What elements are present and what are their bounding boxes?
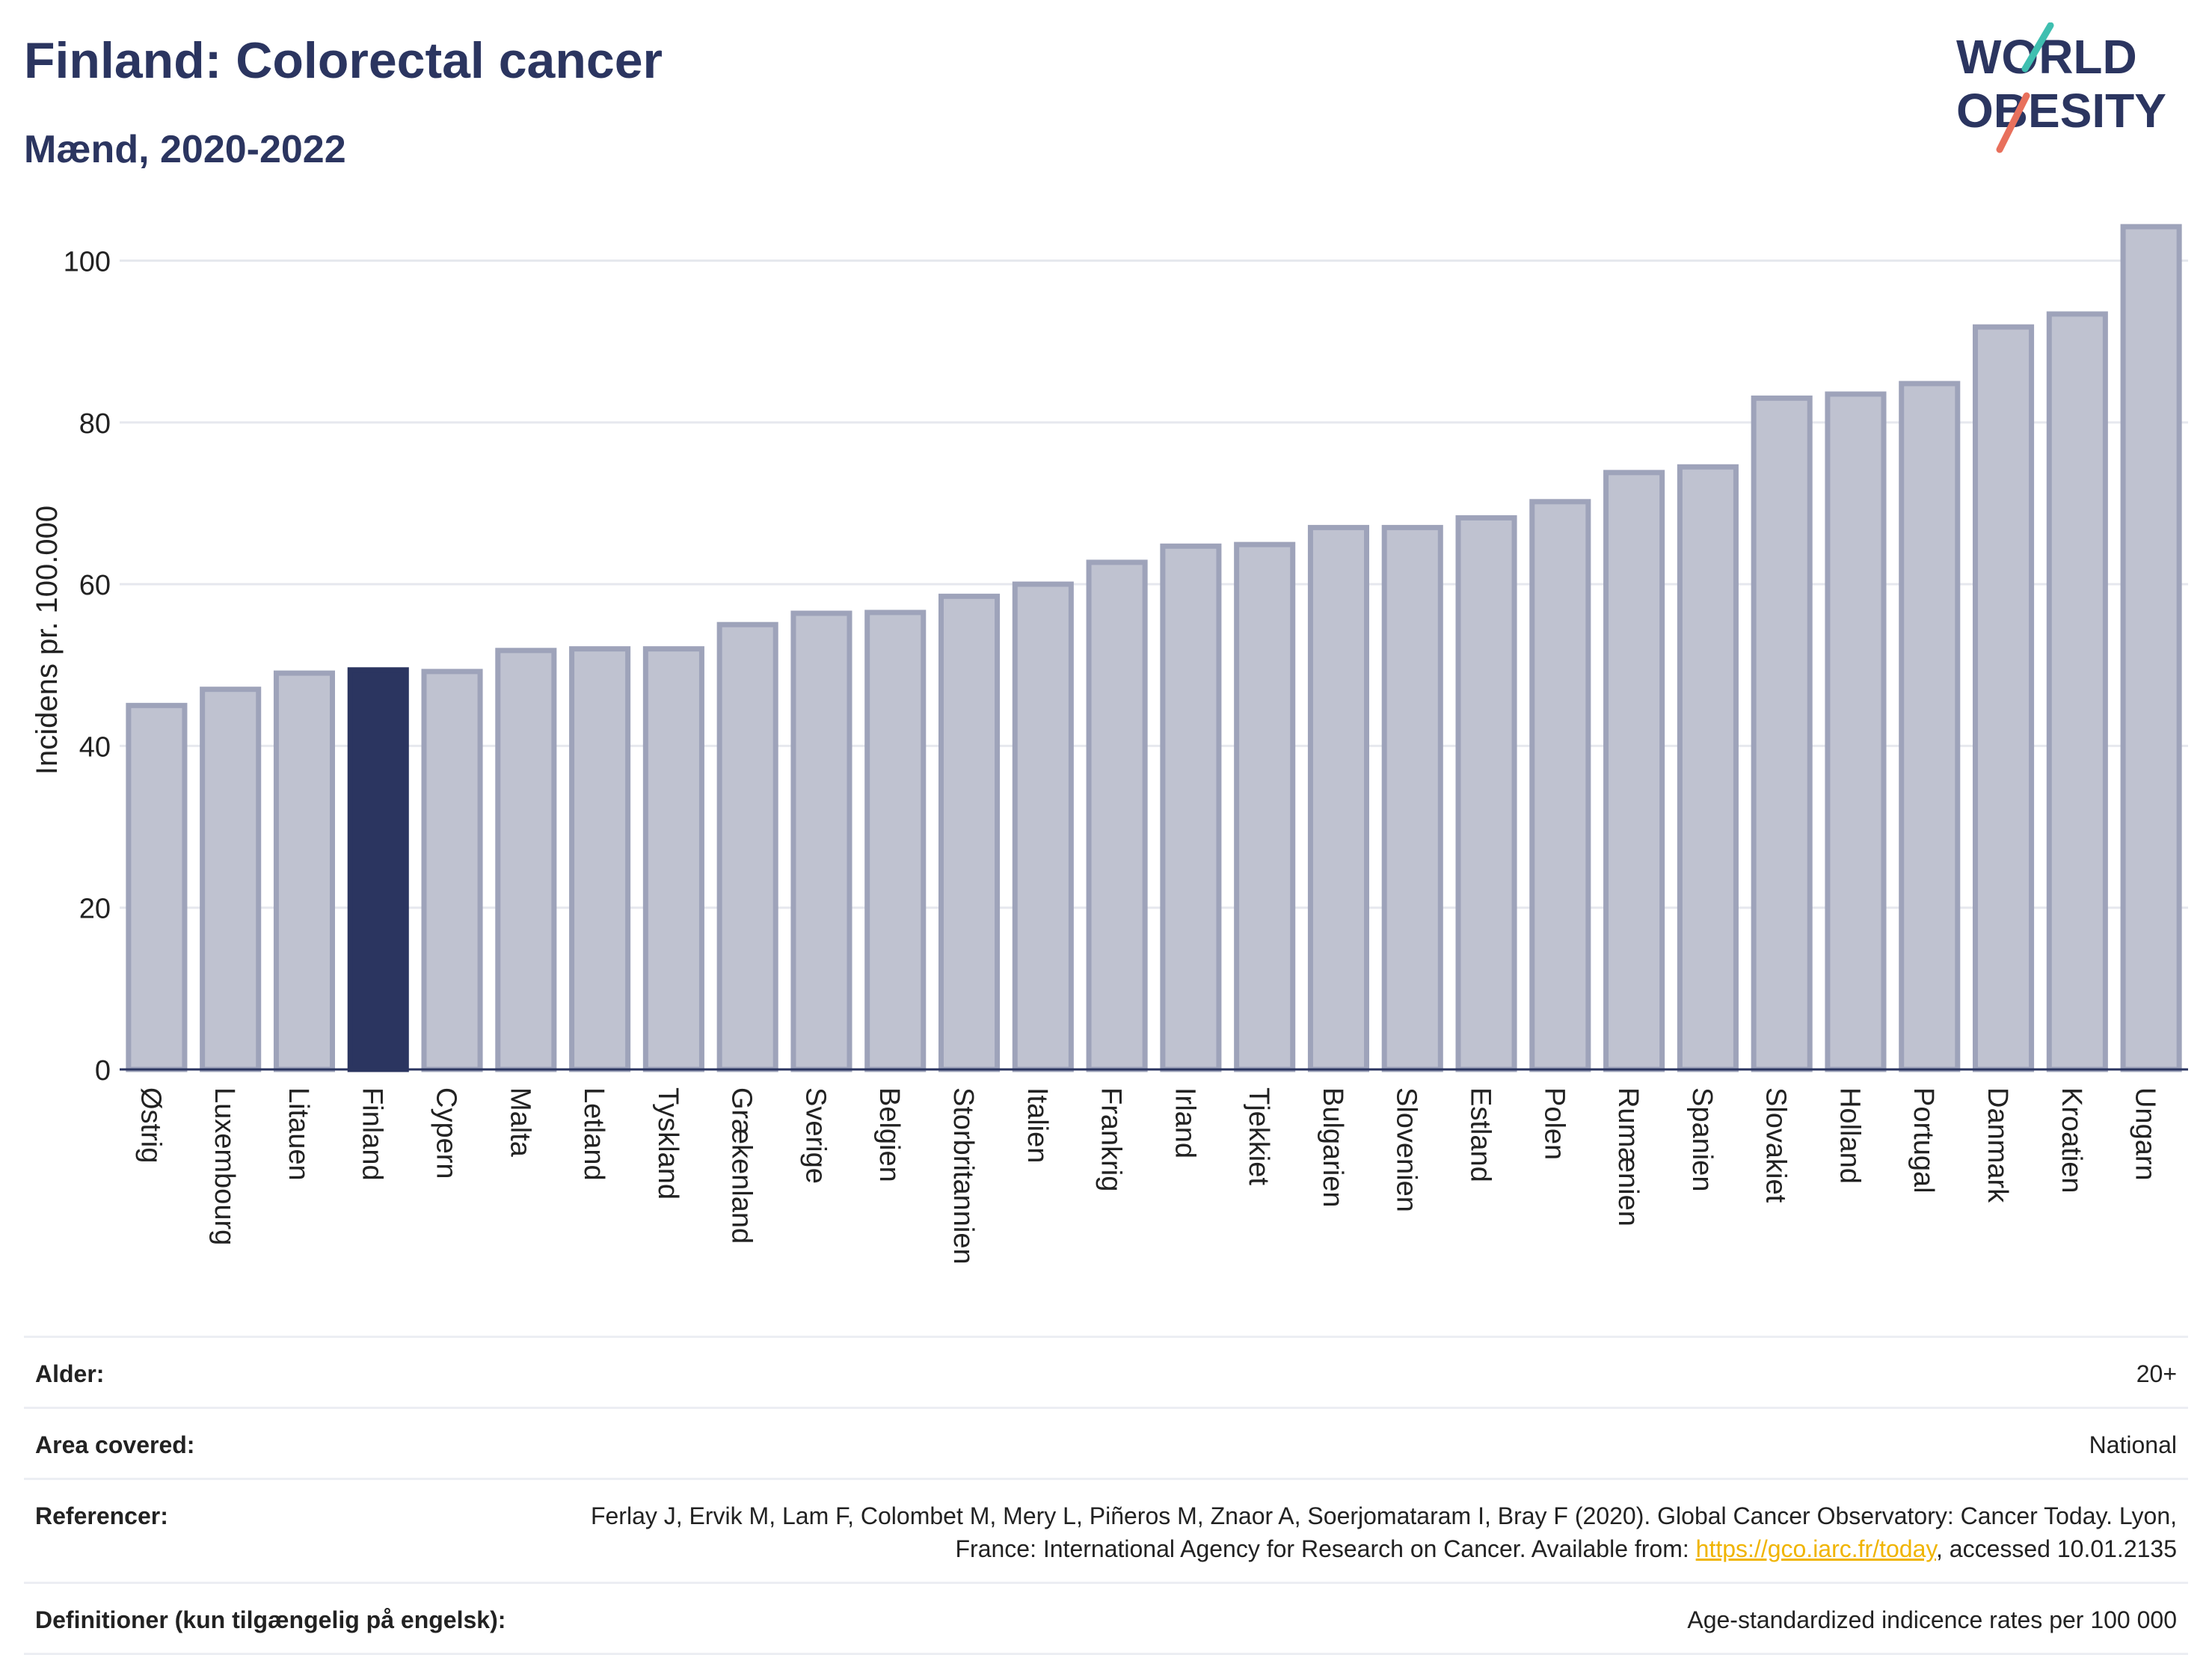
x-tick-label: Kroatien bbox=[2056, 1087, 2087, 1194]
y-tick-label: 40 bbox=[79, 731, 111, 763]
y-tick-labels: 0 20 40 60 80 100 bbox=[64, 247, 111, 1087]
bar-25 bbox=[1899, 381, 1961, 1072]
y-tick-label: 60 bbox=[79, 570, 111, 601]
meta-row-area: Area covered: National bbox=[24, 1407, 2188, 1478]
bar-7 bbox=[569, 646, 631, 1072]
reference-link[interactable]: https://gco.iarc.fr/today bbox=[1695, 1535, 1936, 1562]
bar-19 bbox=[1455, 515, 1517, 1072]
x-tick-label: Portugal bbox=[1908, 1087, 1939, 1194]
bar-3 bbox=[273, 670, 336, 1072]
x-tick-label: Spanien bbox=[1686, 1087, 1718, 1191]
bar-2 bbox=[200, 687, 262, 1072]
bar-15 bbox=[1160, 543, 1222, 1072]
bar-18 bbox=[1381, 524, 1443, 1072]
bar-4 bbox=[347, 667, 409, 1072]
x-tick-label: Slovenien bbox=[1391, 1087, 1422, 1212]
meta-row-definitions: Definitioner (kun tilgængelig på engelsk… bbox=[24, 1582, 2188, 1655]
bar-10 bbox=[790, 610, 852, 1072]
bar-13 bbox=[1012, 581, 1074, 1072]
bar-21 bbox=[1603, 470, 1665, 1072]
meta-value-definitions: Age-standardized indicence rates per 100… bbox=[1687, 1606, 2177, 1633]
meta-label-references: Referencer: bbox=[35, 1502, 168, 1529]
y-tick-label: 0 bbox=[95, 1055, 111, 1087]
bar-16 bbox=[1234, 541, 1296, 1072]
bar-20 bbox=[1529, 499, 1591, 1072]
meta-row-references: Referencer: Ferlay J, Ervik M, Lam F, Co… bbox=[24, 1478, 2188, 1582]
x-tick-label: Cypern bbox=[431, 1087, 462, 1179]
x-tick-label: Sverige bbox=[799, 1087, 831, 1184]
x-tick-label: Irland bbox=[1169, 1087, 1200, 1158]
chart-title: Finland: Colorectal cancer bbox=[24, 32, 663, 89]
meta-label-age: Alder: bbox=[35, 1360, 105, 1387]
reference-accessed: , accessed 10.01.2135 bbox=[1935, 1535, 2177, 1562]
logo-text-world: WORLD bbox=[1956, 30, 2137, 84]
logo-slash-teal bbox=[2021, 22, 2054, 73]
x-tick-label: Rumænien bbox=[1612, 1087, 1644, 1226]
meta-label-definitions: Definitioner (kun tilgængelig på engelsk… bbox=[35, 1606, 506, 1633]
bar-11 bbox=[864, 610, 927, 1072]
y-tick-label: 20 bbox=[79, 894, 111, 925]
x-tick-label: Bulgarien bbox=[1317, 1087, 1348, 1208]
bar-12 bbox=[938, 593, 1001, 1072]
x-tick-label: Grækenland bbox=[726, 1087, 758, 1244]
bar-1 bbox=[126, 702, 188, 1072]
y-axis-label: Incidens pr. 100.000 bbox=[31, 506, 64, 775]
x-tick-label: Finland bbox=[357, 1087, 388, 1181]
bar-26 bbox=[1972, 324, 2035, 1072]
bar-5 bbox=[421, 669, 483, 1072]
bar-8 bbox=[642, 646, 704, 1072]
x-tick-label: Danmark bbox=[1982, 1087, 2013, 1203]
x-tick-label: Malta bbox=[504, 1087, 535, 1158]
bar-14 bbox=[1086, 559, 1148, 1072]
x-tick-label: Polen bbox=[1538, 1087, 1570, 1160]
x-tick-label: Letland bbox=[578, 1087, 609, 1181]
x-tick-labels: Østrig Luxembourg Litauen Finland Cypern Malt… bbox=[135, 1087, 2160, 1265]
logo-slash-red bbox=[1996, 92, 2030, 153]
bar-chart: 0 20 40 60 80 100 Østrig Luxembourg Litauen Finl… bbox=[31, 224, 2188, 1265]
x-tick-label: Frankrig bbox=[1096, 1087, 1127, 1191]
meta-value-references: Ferlay J, Ervik M, Lam F, Colombet M, Me… bbox=[532, 1499, 2177, 1565]
x-tick-label: Ungarn bbox=[2130, 1087, 2161, 1181]
meta-label-area: Area covered: bbox=[35, 1431, 195, 1458]
x-tick-label: Østrig bbox=[135, 1087, 166, 1163]
x-tick-label: Luxembourg bbox=[209, 1087, 240, 1245]
x-tick-label: Estland bbox=[1465, 1087, 1496, 1182]
y-tick-label: 100 bbox=[64, 247, 111, 278]
bar-23 bbox=[1751, 395, 1813, 1072]
meta-row-age: Alder: 20+ bbox=[24, 1336, 2188, 1407]
bar-6 bbox=[495, 648, 557, 1072]
x-tick-label: Tyskland bbox=[652, 1087, 683, 1200]
meta-value-area: National bbox=[2089, 1431, 2177, 1458]
logo-text-obesity: OBESITY bbox=[1956, 84, 2166, 138]
bar-22 bbox=[1677, 464, 1739, 1072]
world-obesity-logo: WORLD OBESITY bbox=[1956, 22, 2166, 153]
bar-27 bbox=[2046, 311, 2108, 1072]
bars bbox=[126, 224, 2182, 1072]
bar-24 bbox=[1825, 391, 1887, 1072]
bar-17 bbox=[1307, 524, 1370, 1072]
bar-28 bbox=[2120, 224, 2182, 1072]
bar-9 bbox=[716, 621, 778, 1072]
x-tick-label: Storbritannien bbox=[947, 1087, 979, 1265]
chart-subtitle: Mænd, 2020-2022 bbox=[24, 128, 346, 171]
metadata-table: Alder: 20+ Area covered: National Refere… bbox=[24, 1336, 2188, 1655]
x-tick-label: Tjekkiet bbox=[1243, 1087, 1274, 1185]
x-tick-label: Holland bbox=[1834, 1087, 1865, 1184]
x-tick-label: Belgien bbox=[873, 1087, 905, 1182]
reference-text: Ferlay J, Ervik M, Lam F, Colombet M, Me… bbox=[590, 1502, 2177, 1562]
x-tick-label: Litauen bbox=[283, 1087, 314, 1181]
y-tick-label: 80 bbox=[79, 408, 111, 440]
meta-value-age: 20+ bbox=[2136, 1360, 2177, 1387]
x-tick-label: Italien bbox=[1021, 1087, 1053, 1163]
x-tick-label: Slovakiet bbox=[1760, 1087, 1792, 1203]
